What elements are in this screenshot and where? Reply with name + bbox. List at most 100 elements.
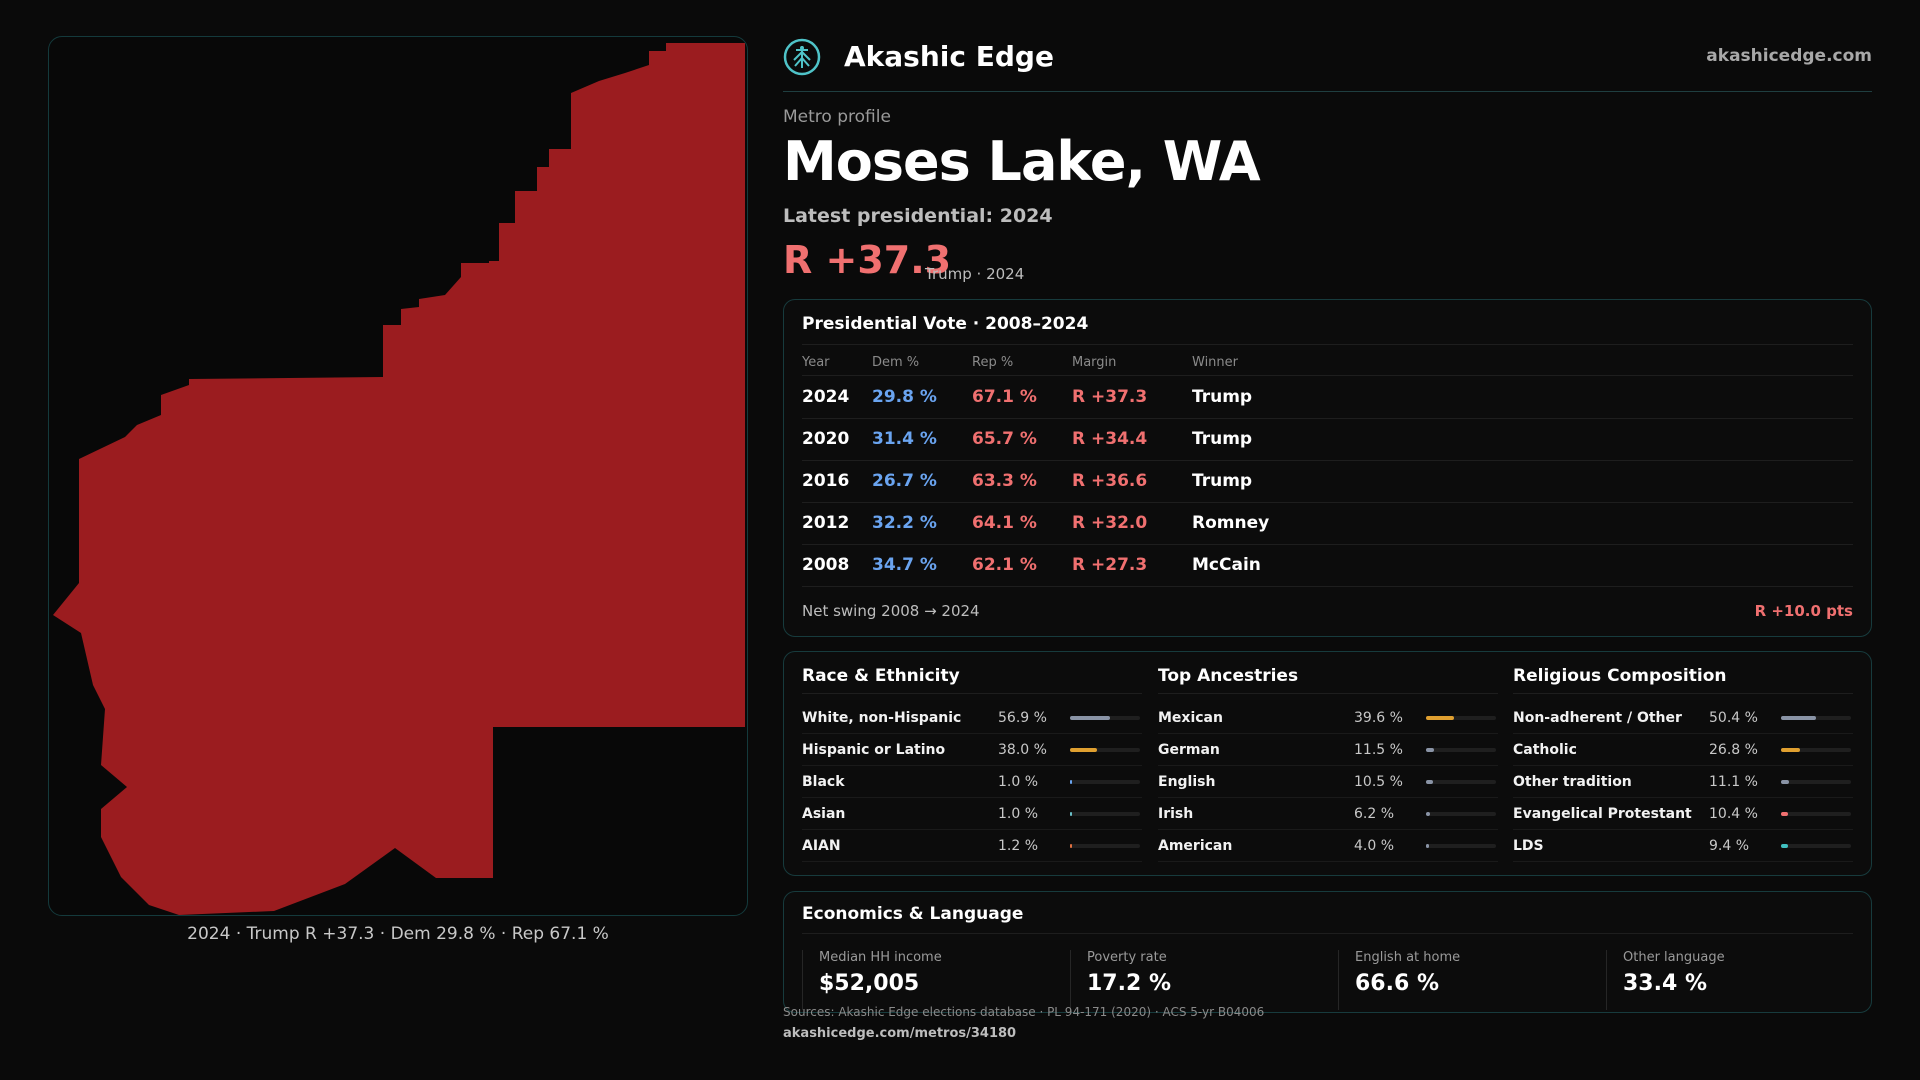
- top-ancestries-section: Top Ancestries Mexican 39.6 % German 11.5 %…: [1158, 666, 1498, 862]
- share-bar-fill: [1070, 716, 1110, 720]
- share-bar-fill: [1781, 844, 1788, 848]
- stat-english-at-home: English at home 66.6 %: [1338, 950, 1588, 1010]
- item-label: Asian: [802, 806, 846, 822]
- item-label: White, non-Hispanic: [802, 710, 962, 726]
- net-swing-value: R +10.0 pts: [1754, 602, 1853, 620]
- item-value: 11.1 %: [1709, 774, 1758, 790]
- share-bar: [1070, 748, 1140, 752]
- cell-rep: 63.3 %: [972, 471, 1037, 491]
- tree-of-life-icon[interactable]: [783, 38, 821, 76]
- list-item: German 11.5 %: [1158, 734, 1498, 766]
- share-bar-fill: [1426, 812, 1430, 816]
- item-value: 26.8 %: [1709, 742, 1758, 758]
- stat-label: Median HH income: [819, 950, 942, 965]
- cell-year: 2024: [802, 387, 850, 407]
- card-title: Presidential Vote · 2008–2024: [802, 314, 1089, 334]
- presidential-vote-card: Presidential Vote · 2008–2024 Year Dem %…: [783, 299, 1872, 637]
- list-item: Irish 6.2 %: [1158, 798, 1498, 830]
- share-bar-fill: [1070, 748, 1097, 752]
- list-item: Other tradition 11.1 %: [1513, 766, 1853, 798]
- list-item: Mexican 39.6 %: [1158, 702, 1498, 734]
- cell-year: 2012: [802, 513, 850, 533]
- divider: [802, 933, 1853, 934]
- item-value: 38.0 %: [998, 742, 1047, 758]
- county-shape-svg: [53, 43, 745, 915]
- share-bar: [1781, 780, 1851, 784]
- profile-url-link[interactable]: akashicedge.com/metros/34180: [783, 1026, 1017, 1041]
- demographics-card: Race & Ethnicity White, non-Hispanic 56.9…: [783, 651, 1872, 876]
- share-bar-fill: [1781, 780, 1789, 784]
- religious-composition-section: Religious Composition Non-adherent / Oth…: [1513, 666, 1853, 862]
- list-item: LDS 9.4 %: [1513, 830, 1853, 862]
- item-label: Evangelical Protestant: [1513, 806, 1692, 822]
- list-item: Catholic 26.8 %: [1513, 734, 1853, 766]
- share-bar: [1070, 844, 1140, 848]
- list-item: Asian 1.0 %: [802, 798, 1142, 830]
- share-bar: [1781, 748, 1851, 752]
- share-bar: [1426, 812, 1496, 816]
- share-bar: [1070, 812, 1140, 816]
- sources-note: Sources: Akashic Edge elections database…: [783, 1005, 1265, 1019]
- section-title: Top Ancestries: [1158, 666, 1498, 694]
- county-shape: [53, 43, 745, 915]
- stat-label: Other language: [1623, 950, 1725, 965]
- header: Akashic Edge akashicedge.com: [783, 36, 1872, 92]
- item-value: 1.0 %: [998, 806, 1039, 822]
- stat-other-language: Other language 33.4 %: [1606, 950, 1856, 1010]
- page-subtitle: Latest presidential: 2024: [783, 205, 1053, 227]
- list-item: Evangelical Protestant 10.4 %: [1513, 798, 1853, 830]
- item-value: 1.0 %: [998, 774, 1039, 790]
- item-label: American: [1158, 838, 1233, 854]
- cell-dem: 34.7 %: [872, 555, 937, 575]
- economics-language-card: Economics & Language Median HH income $5…: [783, 891, 1872, 1013]
- stat-value: 17.2 %: [1087, 971, 1171, 996]
- page-eyebrow: Metro profile: [783, 107, 891, 127]
- table-row: 2020 31.4 % 65.7 % R +34.4 Trump: [802, 419, 1853, 461]
- share-bar: [1426, 844, 1496, 848]
- cell-year: 2016: [802, 471, 850, 491]
- race-ethnicity-section: Race & Ethnicity White, non-Hispanic 56.9…: [802, 666, 1142, 862]
- item-label: Irish: [1158, 806, 1194, 822]
- cell-year: 2020: [802, 429, 850, 449]
- share-bar-fill: [1070, 844, 1072, 848]
- item-label: Hispanic or Latino: [802, 742, 946, 758]
- share-bar: [1070, 780, 1140, 784]
- item-label: Other tradition: [1513, 774, 1632, 790]
- site-domain-link[interactable]: akashicedge.com: [1706, 46, 1872, 66]
- column-header-dem: Dem %: [872, 355, 920, 370]
- share-bar: [1781, 812, 1851, 816]
- section-title: Race & Ethnicity: [802, 666, 1142, 694]
- item-label: German: [1158, 742, 1220, 758]
- item-value: 6.2 %: [1354, 806, 1395, 822]
- cell-year: 2008: [802, 555, 850, 575]
- table-row: 2024 29.8 % 67.1 % R +37.3 Trump: [802, 377, 1853, 419]
- cell-winner: McCain: [1192, 555, 1261, 575]
- cell-margin: R +32.0: [1072, 513, 1148, 533]
- share-bar-fill: [1426, 844, 1429, 848]
- item-label: Black: [802, 774, 845, 790]
- cell-winner: Romney: [1192, 513, 1270, 533]
- list-item: English 10.5 %: [1158, 766, 1498, 798]
- county-map: [48, 36, 748, 916]
- column-header-rep: Rep %: [972, 355, 1014, 370]
- cell-dem: 29.8 %: [872, 387, 937, 407]
- share-bar-fill: [1426, 780, 1433, 784]
- share-bar: [1426, 780, 1496, 784]
- list-item: AIAN 1.2 %: [802, 830, 1142, 862]
- page-title: Moses Lake, WA: [783, 130, 1261, 193]
- cell-dem: 26.7 %: [872, 471, 937, 491]
- item-value: 4.0 %: [1354, 838, 1395, 854]
- item-label: Mexican: [1158, 710, 1223, 726]
- brand-name[interactable]: Akashic Edge: [844, 40, 1054, 73]
- cell-rep: 65.7 %: [972, 429, 1037, 449]
- list-item: Black 1.0 %: [802, 766, 1142, 798]
- column-header-margin: Margin: [1072, 355, 1117, 370]
- item-value: 11.5 %: [1354, 742, 1403, 758]
- share-bar-fill: [1781, 812, 1788, 816]
- share-bar-fill: [1070, 780, 1072, 784]
- table-row: 2012 32.2 % 64.1 % R +32.0 Romney: [802, 503, 1853, 545]
- share-bar-fill: [1781, 716, 1816, 720]
- item-value: 56.9 %: [998, 710, 1047, 726]
- cell-winner: Trump: [1192, 387, 1253, 407]
- stat-value: 66.6 %: [1355, 971, 1439, 996]
